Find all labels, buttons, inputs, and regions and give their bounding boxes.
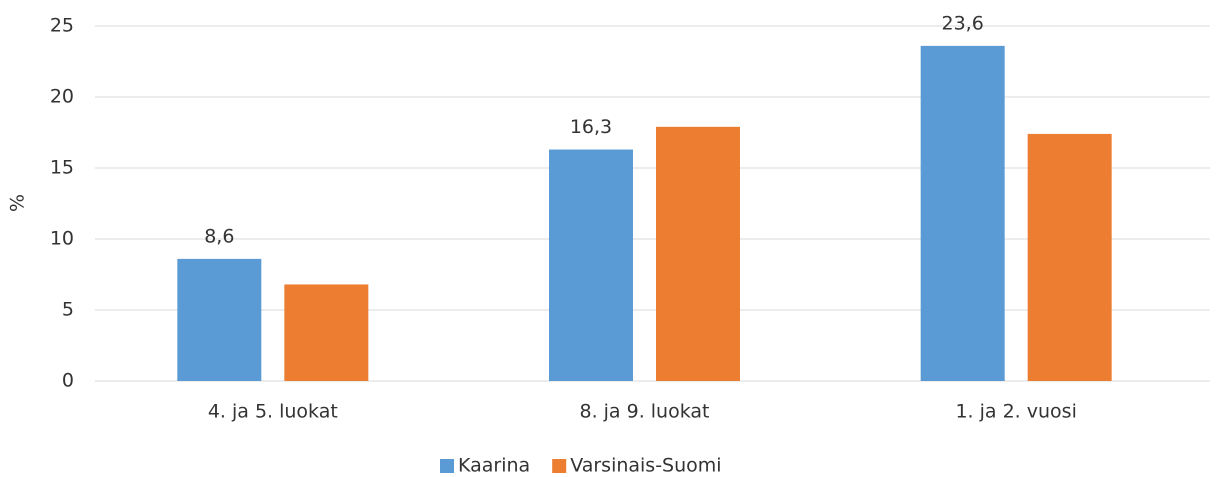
data-label: 16,3 bbox=[570, 116, 612, 138]
y-tick-label: 0 bbox=[62, 370, 74, 392]
y-tick-label: 5 bbox=[62, 299, 74, 321]
data-label: 8,6 bbox=[204, 225, 234, 247]
bar bbox=[920, 45, 1005, 381]
legend-label: Kaarina bbox=[458, 455, 530, 477]
x-tick-label: 4. ja 5. luokat bbox=[208, 401, 338, 423]
y-axis-label: % bbox=[7, 194, 29, 212]
data-label: 23,6 bbox=[942, 12, 984, 34]
legend-label: Varsinais-Suomi bbox=[570, 455, 721, 477]
bar bbox=[549, 149, 633, 381]
bar bbox=[656, 126, 740, 381]
y-tick-label: 10 bbox=[50, 228, 74, 250]
y-tick-label: 20 bbox=[50, 86, 74, 108]
x-tick-label: 8. ja 9. luokat bbox=[579, 401, 709, 423]
x-tick-label: 1. ja 2. vuosi bbox=[955, 401, 1076, 423]
legend-swatch bbox=[440, 459, 454, 473]
legend-swatch bbox=[552, 459, 567, 473]
bar bbox=[284, 284, 369, 381]
bar bbox=[1027, 133, 1112, 381]
bar bbox=[177, 258, 262, 381]
y-tick-label: 15 bbox=[50, 157, 74, 179]
y-tick-label: 25 bbox=[50, 15, 74, 37]
